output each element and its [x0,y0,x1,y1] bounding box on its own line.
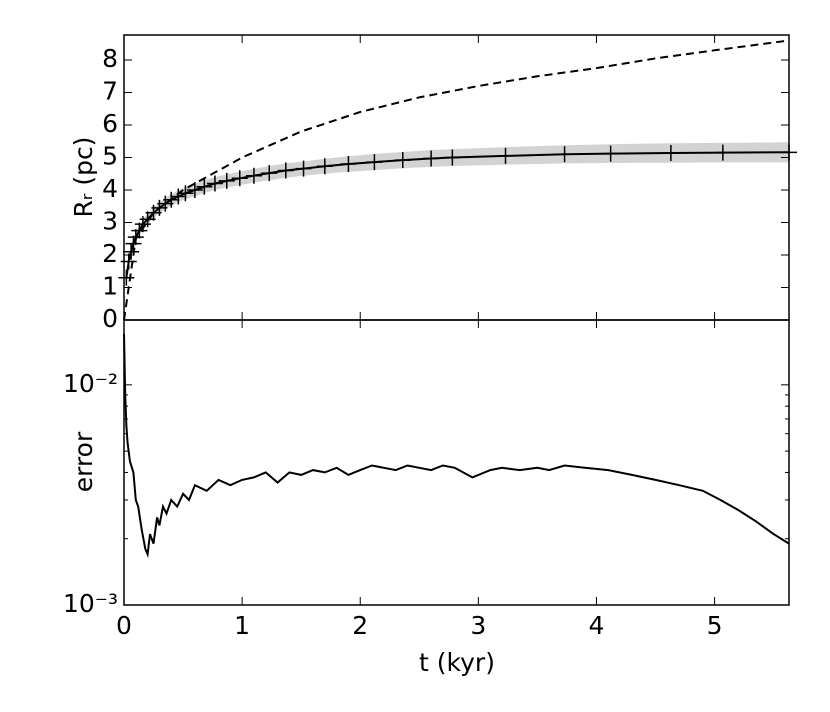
y-axis-label: error [69,431,98,492]
data-marker [277,162,294,179]
x-tick-label: 2 [352,611,368,640]
data-marker [245,167,262,184]
data-marker [366,154,383,171]
data-marker [556,146,573,163]
y-tick-label: 8 [102,44,118,73]
data-marker [423,150,440,167]
data-marker [340,156,357,173]
y-tick-label: 1 [102,272,118,301]
data-marker [261,165,278,182]
y-tick-label: 0 [102,304,118,333]
y-axis-label: Rᵣ (pc) [69,137,98,218]
data-line [125,151,790,278]
y-tick-label: 5 [102,142,118,171]
error-band [126,142,789,281]
data-marker [123,243,140,260]
data-marker [170,188,187,205]
data-marker [131,222,148,239]
x-tick-label: 1 [234,611,250,640]
data-marker [295,160,312,177]
y-tick-label: 10⁻² [63,369,118,398]
y-tick-label: 7 [102,77,118,106]
axes-frame [123,319,790,606]
data-marker [394,152,411,169]
data-marker [120,253,137,270]
data-line [123,334,790,559]
data-marker [206,175,223,192]
data-marker [602,145,619,162]
y-tick-label: 10⁻³ [63,589,118,618]
x-tick-label: 3 [470,611,486,640]
data-marker [316,158,333,175]
data-marker [714,144,731,161]
y-tick-label: 6 [102,109,118,138]
y-tick-label: 3 [102,207,118,236]
data-marker [196,178,213,195]
y-tick-label: 2 [102,239,118,268]
data-marker [231,170,248,187]
data-marker [497,147,514,164]
y-tick-label: 4 [102,174,118,203]
x-axis-label: t (kyr) [419,648,495,677]
data-marker [662,144,679,161]
x-tick-label: 0 [116,611,132,640]
x-tick-label: 4 [589,611,605,640]
x-tick-label: 5 [707,611,723,640]
data-marker [118,269,135,286]
data-marker [444,149,461,166]
data-line [123,39,790,321]
data-marker [218,172,235,189]
data-marker [186,182,203,199]
